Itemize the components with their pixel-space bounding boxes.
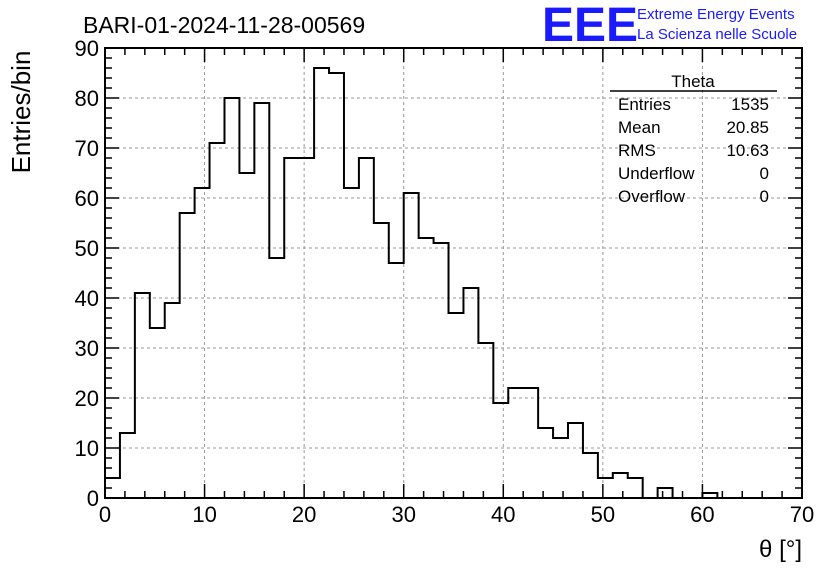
y-tick-label: 30 [75, 336, 99, 361]
x-tick-label: 60 [690, 502, 714, 527]
y-tick-label: 20 [75, 386, 99, 411]
stats-value: 0 [760, 187, 769, 206]
y-tick-label: 0 [87, 486, 99, 511]
axis-tick-labels: 0 10 20 30 40 50 60 70 0 10 20 30 40 50 60 70 80 90 [75, 36, 815, 527]
y-tick-label: 40 [75, 286, 99, 311]
x-tick-label: 50 [591, 502, 615, 527]
histogram-series [104, 67, 802, 499]
chart-title: BARI-01-2024-11-28-00569 [83, 12, 365, 38]
stats-label: Mean [618, 118, 661, 137]
logo-line-2: La Scienza nelle Scuole [637, 26, 797, 43]
eee-logo: EEE Extreme Energy Events La Scienza nel… [542, 0, 797, 52]
stats-value: 0 [760, 164, 769, 183]
y-tick-label: 70 [75, 136, 99, 161]
stats-value: 1535 [731, 95, 769, 114]
logo-mark: EEE [542, 0, 638, 52]
stats-title: Theta [671, 72, 715, 91]
x-tick-label: 40 [491, 502, 515, 527]
x-tick-label: 30 [391, 502, 415, 527]
grid-lines [105, 48, 802, 498]
x-tick-label: 10 [192, 502, 216, 527]
y-tick-label: 80 [75, 86, 99, 111]
x-tick-label: 70 [790, 502, 814, 527]
stats-label: Underflow [618, 164, 695, 183]
x-tick-label: 20 [292, 502, 316, 527]
y-tick-label: 50 [75, 236, 99, 261]
stats-value: 20.85 [726, 118, 769, 137]
y-tick-label: 10 [75, 436, 99, 461]
stats-label: Entries [618, 95, 671, 114]
y-tick-label: 90 [75, 36, 99, 61]
axis-ticks [104, 47, 803, 499]
stats-box: Theta Entries 1535 Mean 20.85 RMS 10.63 Underf… [610, 72, 777, 206]
plot-frame [104, 47, 803, 499]
x-tick-label: 0 [99, 502, 111, 527]
stats-label: RMS [618, 141, 656, 160]
stats-rows: Entries 1535 Mean 20.85 RMS 10.63 Underflow 0 Ov… [618, 95, 769, 206]
logo-line-1: Extreme Energy Events [637, 6, 795, 23]
stats-label: Overflow [618, 187, 686, 206]
y-axis-label: Entries/bin [6, 51, 36, 174]
y-tick-label: 60 [75, 186, 99, 211]
x-axis-label: θ [°] [759, 536, 802, 563]
stats-value: 10.63 [726, 141, 769, 160]
